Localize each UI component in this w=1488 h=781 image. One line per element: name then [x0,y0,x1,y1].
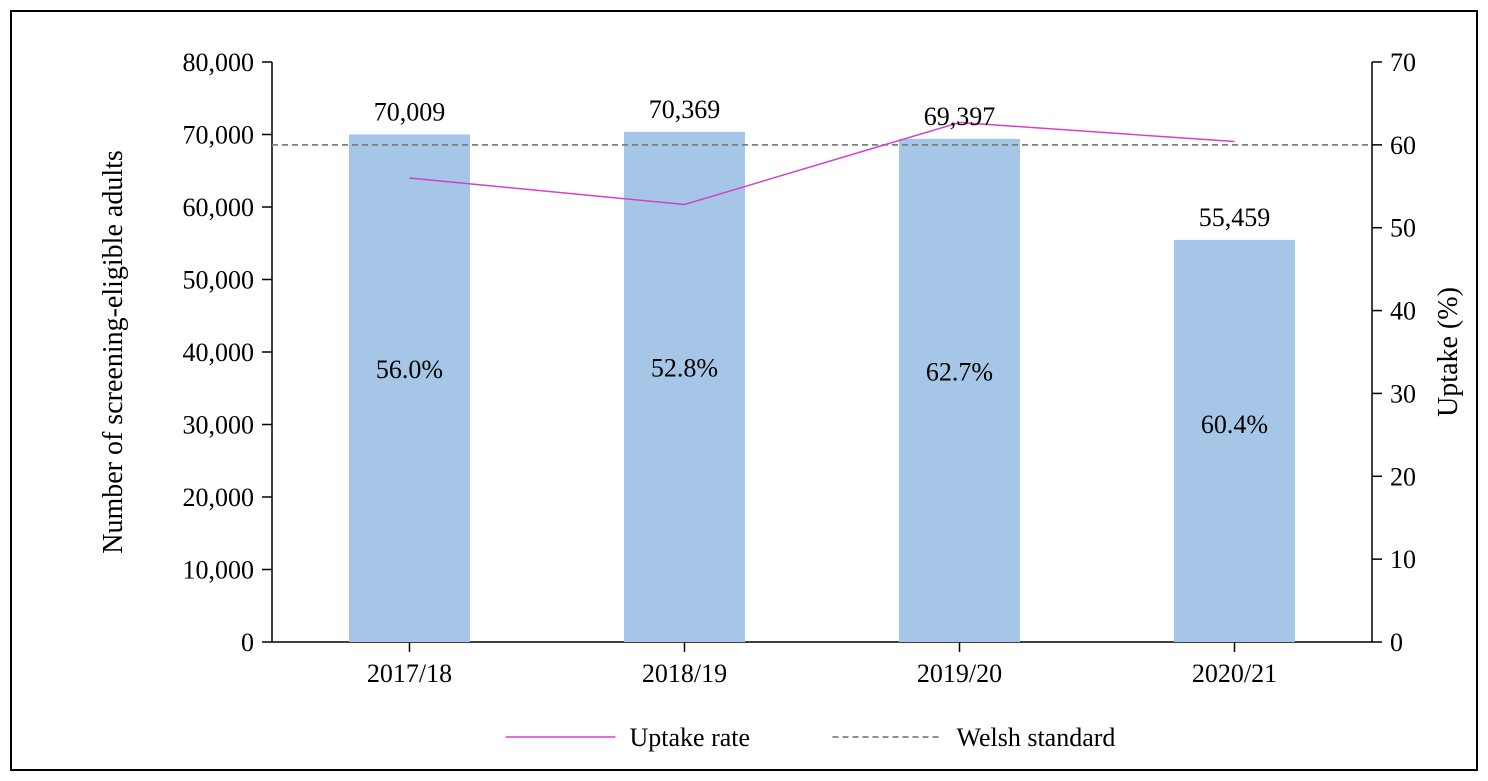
category-label: 2018/19 [642,659,727,688]
right-tick-label: 0 [1390,628,1403,657]
right-tick-label: 50 [1390,214,1416,243]
right-tick-label: 70 [1390,48,1416,77]
left-tick-label: 10,000 [183,556,255,585]
left-ticks: 0 10,000 20,000 30,000 40,000 50,000 60,000 70,… [183,48,273,657]
screening-chart: 0 10,000 20,000 30,000 40,000 50,000 60,000 70,… [12,12,1480,773]
right-axis-title: Uptake (%) [1433,287,1464,417]
right-tick-label: 60 [1390,131,1416,160]
left-tick-label: 70,000 [183,121,255,150]
bar [624,132,745,642]
category-label: 2020/21 [1192,659,1277,688]
bar-percent-label: 56.0% [376,355,443,384]
left-tick-label: 20,000 [183,483,255,512]
category-label: 2017/18 [367,659,452,688]
bar-value-label: 55,459 [1199,203,1271,232]
bars [349,132,1295,642]
left-axis-title: Number of screening-eligible adults [98,150,129,554]
legend-standard-label: Welsh standard [957,723,1116,752]
left-tick-label: 30,000 [183,411,255,440]
legend: Uptake rate Welsh standard [506,723,1116,752]
bar-percent-label: 62.7% [926,357,993,386]
bar-value-label: 69,397 [924,102,996,131]
right-tick-label: 10 [1390,545,1416,574]
right-ticks: 0 10 20 30 40 50 60 70 [1372,48,1416,657]
category-label: 2019/20 [917,659,1002,688]
left-tick-label: 40,000 [183,338,255,367]
bar [899,139,1020,642]
bar-percent-label: 60.4% [1201,410,1268,439]
bar-value-label: 70,009 [374,97,446,126]
right-tick-label: 30 [1390,379,1416,408]
bar-value-label: 70,369 [649,95,721,124]
category-ticks: 2017/18 2018/19 2019/20 2020/21 [367,642,1277,688]
chart-frame: 0 10,000 20,000 30,000 40,000 50,000 60,000 70,… [10,10,1478,771]
left-tick-label: 0 [241,628,254,657]
bar [1174,240,1295,642]
bar-percent-label: 52.8% [651,354,718,383]
bar [349,134,470,642]
right-tick-label: 40 [1390,297,1416,326]
left-tick-label: 80,000 [183,48,255,77]
bar-inner-labels: 56.0% 52.8% 62.7% 60.4% [376,354,1268,439]
legend-uptake-label: Uptake rate [630,723,751,752]
uptake-rate-line [410,122,1235,204]
left-tick-label: 60,000 [183,193,255,222]
left-tick-label: 50,000 [183,266,255,295]
right-tick-label: 20 [1390,462,1416,491]
